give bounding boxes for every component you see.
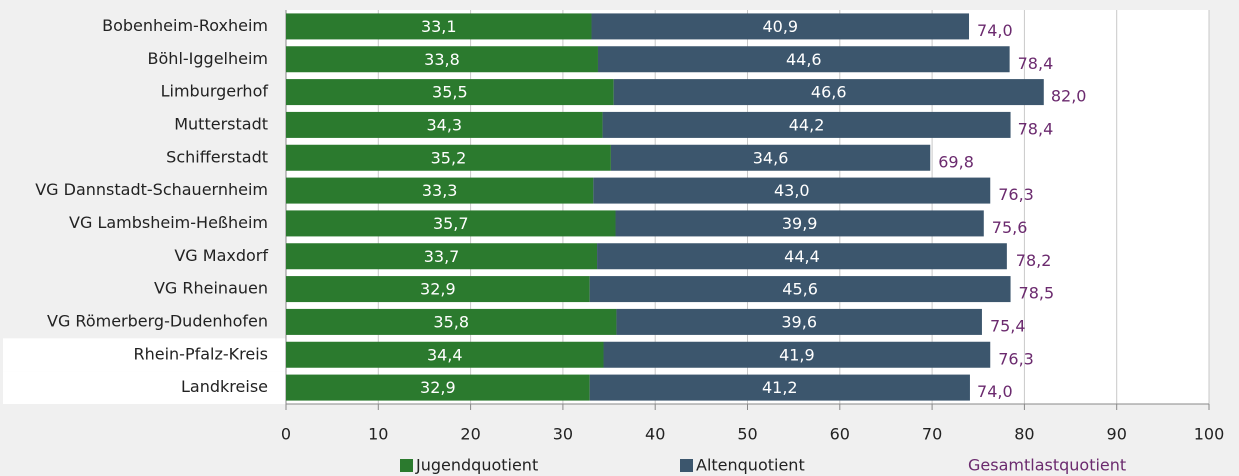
bar-segment [613,79,1044,106]
category-label: Mutterstadt [174,114,268,133]
category-label: VG Rheinauen [154,279,268,298]
total-label: 74,0 [977,382,1013,401]
value-label: 44,4 [784,247,820,266]
total-label: 78,5 [1019,284,1055,303]
category-label: VG Lambsheim-Heßheim [69,213,268,232]
value-label: 43,0 [774,181,810,200]
value-label: 35,2 [431,148,467,167]
x-tick-label: 40 [645,425,665,444]
value-label: 32,9 [420,280,456,299]
value-label: 46,6 [811,83,847,102]
total-label: 78,2 [1016,251,1052,270]
total-label: 69,8 [938,152,974,171]
bar-segment [286,144,611,171]
value-label: 41,9 [779,345,815,364]
category-label: Schifferstadt [166,147,268,166]
bar-segment [286,243,598,270]
value-label: 35,5 [432,83,468,102]
legend-label: Altenquotient [696,456,805,475]
total-label: 75,4 [990,316,1026,335]
value-label: 39,6 [781,312,817,331]
value-label: 34,4 [427,345,463,364]
bar-segment [286,13,592,40]
bar-segment [597,46,1010,73]
legend-swatch [400,459,413,472]
bar-segment [616,308,982,335]
legend-label: Gesamtlastquotient [968,456,1126,475]
total-label: 76,3 [998,349,1034,368]
value-label: 44,2 [789,115,825,134]
bar-segment [286,46,598,73]
bar-segment [589,374,970,401]
category-label: VG Maxdorf [174,246,268,265]
bar-segment [286,210,616,237]
category-label: VG Römerberg-Dudenhofen [47,311,268,330]
value-label: 33,1 [421,17,457,36]
bar-segment [286,111,603,138]
category-label: Limburgerhof [161,82,269,101]
value-label: 35,8 [433,312,469,331]
total-label: 76,3 [998,185,1034,204]
total-label: 75,6 [992,218,1028,237]
value-label: 41,2 [762,378,798,397]
x-tick-label: 100 [1194,425,1225,444]
category-label: Bobenheim-Roxheim [102,16,268,35]
x-tick-label: 50 [737,425,757,444]
bar-segment [286,177,594,204]
value-label: 33,3 [422,181,458,200]
bar-segment [286,341,604,368]
total-label: 74,0 [977,21,1013,40]
bar-segment [286,308,617,335]
bar-segment [286,374,590,401]
legend-swatch [680,459,693,472]
bar-segment [593,177,991,204]
category-label: Rhein-Pfalz-Kreis [133,344,268,363]
value-label: 33,7 [424,247,460,266]
x-tick-label: 80 [1014,425,1034,444]
total-label: 78,4 [1018,119,1054,138]
x-tick-label: 60 [830,425,850,444]
x-tick-label: 90 [1107,425,1127,444]
x-tick-label: 0 [281,425,291,444]
bar-segment [591,13,970,40]
bar-segment [286,79,614,106]
value-label: 33,8 [424,50,460,69]
value-label: 44,6 [786,50,822,69]
bar-segment [602,111,1011,138]
value-label: 34,3 [426,115,462,134]
bar-segment [597,243,1007,270]
x-tick-label: 70 [922,425,942,444]
x-tick-label: 30 [553,425,573,444]
category-label: Landkreise [181,377,268,396]
category-label: VG Dannstadt-Schauernheim [35,180,268,199]
x-tick-label: 20 [460,425,480,444]
bar-segment [615,210,984,237]
bar-segment [286,276,590,303]
bar-segment [603,341,991,368]
value-label: 35,7 [433,214,469,233]
value-label: 34,6 [753,148,789,167]
total-label: 82,0 [1051,87,1087,106]
value-label: 32,9 [420,378,456,397]
bar-segment [589,276,1011,303]
value-label: 45,6 [782,280,818,299]
bar-segment [610,144,931,171]
category-label: Böhl-Iggelheim [148,49,268,68]
total-label: 78,4 [1018,54,1054,73]
value-label: 39,9 [782,214,818,233]
x-tick-label: 10 [368,425,388,444]
value-label: 40,9 [762,17,798,36]
legend-label: Jugendquotient [415,456,538,475]
